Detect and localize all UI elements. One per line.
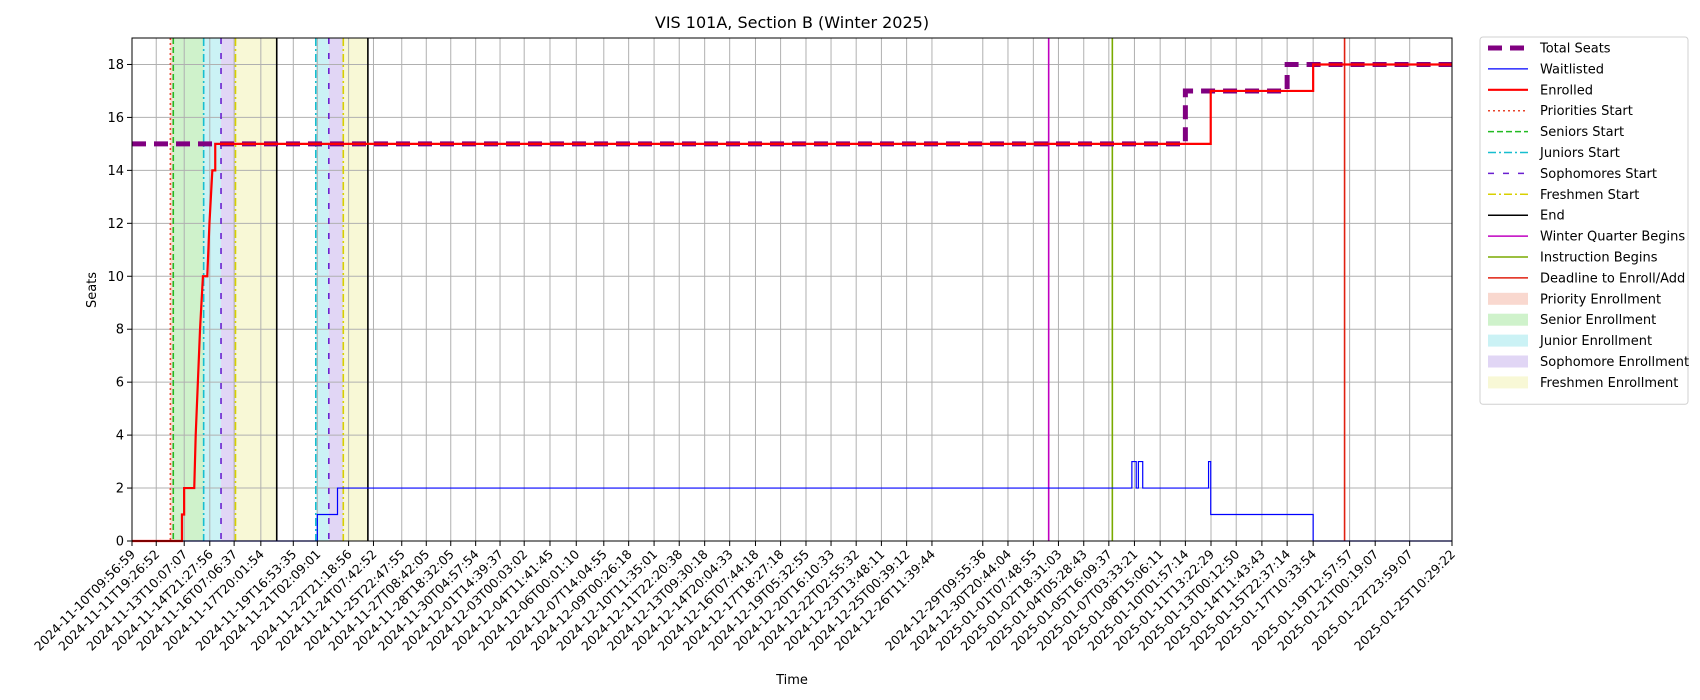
legend-label: Freshmen Start	[1540, 188, 1639, 203]
legend-swatch	[1488, 376, 1528, 389]
legend-label: Priority Enrollment	[1540, 292, 1661, 307]
legend-label: Sophomores Start	[1540, 167, 1657, 182]
legend-swatch	[1488, 313, 1528, 326]
series-waitlisted	[132, 460, 1452, 542]
enrollment-period-spans	[170, 38, 368, 541]
y-tick-label: 10	[107, 270, 124, 285]
span-junior-enrollment	[315, 38, 329, 541]
legend-swatch	[1488, 355, 1528, 368]
legend-label: Enrolled	[1540, 83, 1593, 98]
y-tick-label: 6	[116, 376, 124, 391]
span-freshmen-enrollment	[343, 38, 368, 541]
legend-label: Winter Quarter Begins	[1540, 230, 1685, 245]
span-senior-enrollment	[173, 38, 204, 541]
plot-frame	[131, 37, 1453, 542]
y-tick-label: 18	[107, 58, 124, 73]
y-tick-label: 8	[116, 323, 124, 338]
y-tick-label: 14	[107, 164, 124, 179]
legend-label: End	[1540, 209, 1565, 224]
x-axis-label: Time	[775, 673, 808, 688]
x-axis-ticks: 2024-11-10T09:56:592024-11-11T19:26:5220…	[31, 541, 1458, 654]
span-junior-enrollment	[203, 38, 222, 541]
span-priority-enrollment	[170, 38, 174, 541]
y-tick-label: 12	[107, 217, 124, 232]
legend-label: Sophomore Enrollment	[1540, 355, 1689, 370]
data-series	[132, 61, 1452, 543]
chart-title: VIS 101A, Section B (Winter 2025)	[655, 13, 929, 32]
legend-label: Seniors Start	[1540, 125, 1624, 140]
legend-label: Instruction Begins	[1540, 251, 1658, 266]
legend-label: Deadline to Enroll/Add	[1540, 271, 1685, 286]
legend-label: Priorities Start	[1540, 104, 1633, 119]
legend: Total Seats Waitlisted Enrolled Priorities …	[1479, 36, 1689, 405]
y-tick-label: 4	[116, 429, 124, 444]
legend-swatch	[1488, 334, 1528, 347]
legend-frame	[1479, 36, 1689, 405]
legend-label: Juniors Start	[1539, 146, 1620, 161]
legend-label: Senior Enrollment	[1540, 313, 1656, 328]
y-axis-ticks: 0 2 4 6 8 10 12 14 16 18	[107, 58, 132, 550]
event-vertical-lines	[169, 38, 1346, 541]
span-sophomore-enrollment	[328, 38, 344, 541]
legend-swatch	[1488, 292, 1528, 305]
y-tick-label: 16	[107, 111, 124, 126]
y-axis-label: Seats	[85, 272, 100, 308]
y-tick-label: 0	[116, 535, 124, 550]
y-tick-label: 2	[116, 482, 124, 497]
legend-label: Junior Enrollment	[1539, 334, 1652, 349]
span-freshmen-enrollment	[235, 38, 277, 541]
legend-label: Waitlisted	[1540, 62, 1604, 77]
span-sophomore-enrollment	[221, 38, 236, 541]
legend-label: Total Seats	[1539, 42, 1611, 57]
series-enrolled	[132, 63, 1452, 543]
legend-label: Freshmen Enrollment	[1540, 376, 1678, 391]
